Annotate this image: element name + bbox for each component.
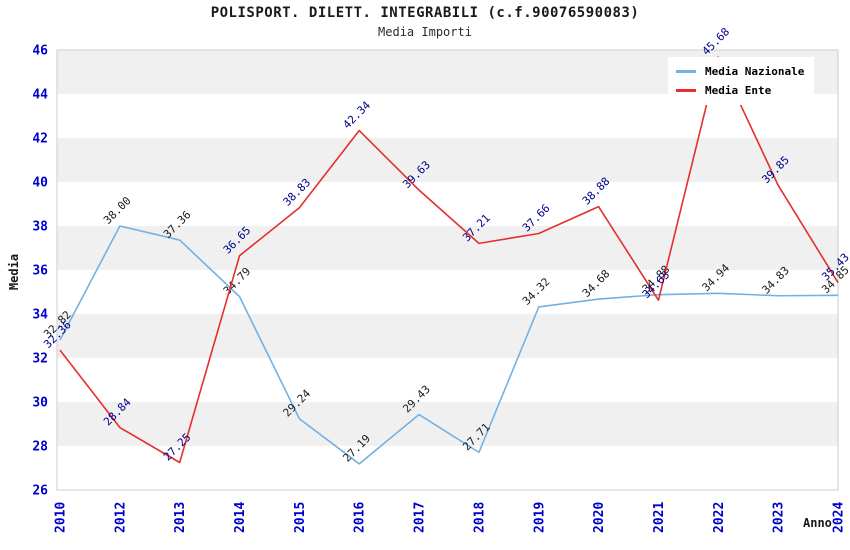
x-tick-label: 2015 xyxy=(293,502,308,533)
legend-item-media-ente: Media Ente xyxy=(676,81,804,100)
y-tick-label: 42 xyxy=(32,132,48,147)
y-tick-label: 36 xyxy=(32,264,48,279)
x-tick-label: 2022 xyxy=(712,502,727,533)
y-tick-label: 44 xyxy=(32,88,48,103)
x-tick-label: 2012 xyxy=(113,502,128,533)
x-tick-label: 2019 xyxy=(532,502,547,533)
x-axis-title: Anno xyxy=(803,516,832,530)
plot-band xyxy=(57,446,838,490)
legend-line-sample-ente xyxy=(676,89,696,92)
y-tick-label: 34 xyxy=(32,308,48,323)
x-tick-label: 2016 xyxy=(353,502,368,533)
chart-title: POLISPORT. DILETT. INTEGRABILI (c.f.9007… xyxy=(210,5,640,21)
y-tick-label: 30 xyxy=(32,396,48,411)
legend-line-sample-nazionale xyxy=(676,70,696,73)
legend-item-media-nazionale: Media Nazionale xyxy=(676,62,804,81)
plot-band xyxy=(57,314,838,358)
y-tick-label: 38 xyxy=(32,220,48,235)
x-tick-label: 2013 xyxy=(173,502,188,533)
x-tick-label: 2014 xyxy=(233,502,248,533)
series-line-media-nazionale xyxy=(59,225,839,465)
plot-band xyxy=(57,402,838,446)
x-tick-label: 2020 xyxy=(592,502,607,533)
legend-label-nazionale: Media Nazionale xyxy=(705,65,805,78)
x-tick-label: 2023 xyxy=(772,502,787,533)
plot-band xyxy=(57,270,838,314)
plot-band xyxy=(57,358,838,402)
x-tick-label: 2021 xyxy=(652,502,667,533)
legend-label-ente: Media Ente xyxy=(705,84,772,97)
y-tick-label: 28 xyxy=(32,440,48,455)
plot-border xyxy=(56,49,839,491)
plot-band xyxy=(57,182,838,226)
plot-band xyxy=(57,138,838,182)
x-tick-label: 2018 xyxy=(472,502,487,533)
y-tick-label: 40 xyxy=(32,176,48,191)
x-tick-label: 2024 xyxy=(832,502,847,533)
legend: Media Nazionale Media Ente xyxy=(668,57,815,105)
y-tick-label: 32 xyxy=(32,352,48,367)
y-tick-label: 26 xyxy=(32,484,48,499)
x-tick-label: 2010 xyxy=(54,502,69,533)
y-tick-label: 46 xyxy=(32,44,48,59)
x-tick-label: 2017 xyxy=(413,502,428,533)
chart-subtitle: Media Importi xyxy=(378,25,472,39)
